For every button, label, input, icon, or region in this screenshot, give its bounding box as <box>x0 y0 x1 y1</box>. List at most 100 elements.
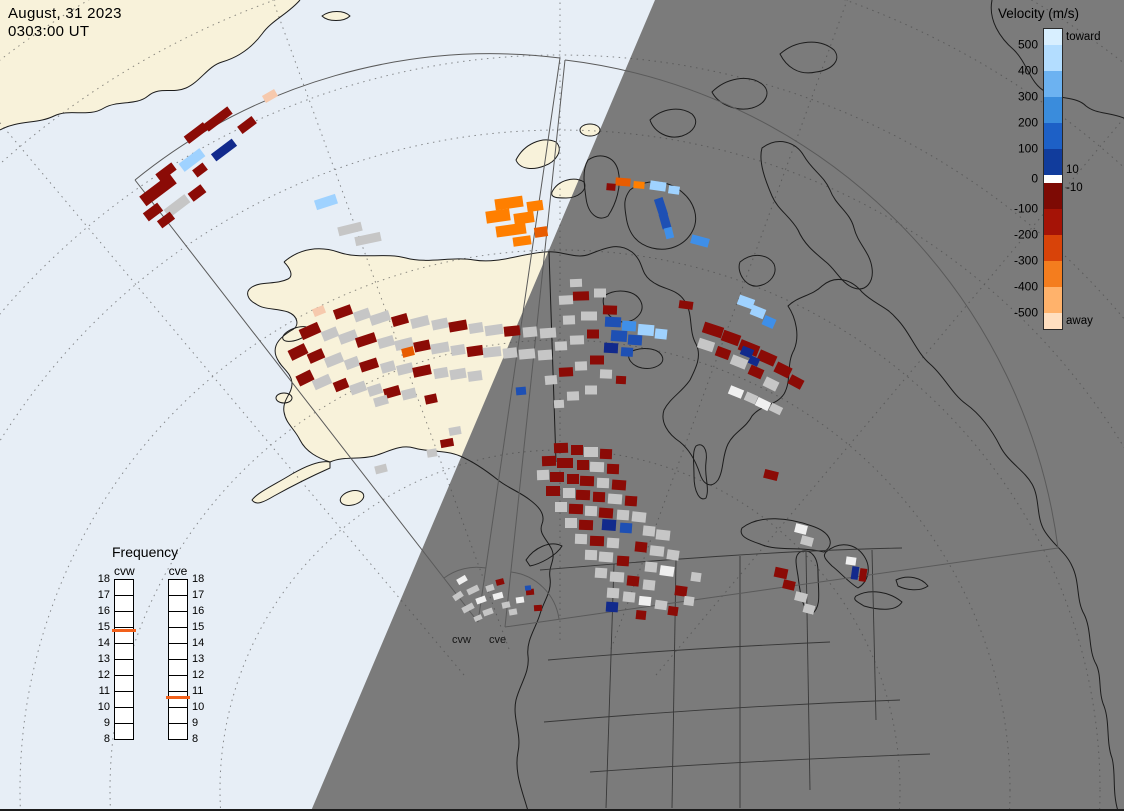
radar-echo-cell <box>515 386 527 396</box>
radar-echo-cell <box>390 312 410 328</box>
radar-echo-cell <box>311 305 327 317</box>
radar-echo-cell <box>574 361 588 371</box>
frequency-column-label: cve <box>168 564 188 578</box>
radar-echo-cell <box>448 426 462 436</box>
radar-echo-cell <box>320 326 340 342</box>
radar-echo-cell <box>649 545 665 557</box>
map-bottom-frame <box>0 809 1124 811</box>
radar-echo-cell <box>587 329 599 339</box>
radar-echo-cell <box>430 341 450 355</box>
radar-echo-cell <box>642 525 656 537</box>
time-text: 0303:00 UT <box>8 23 90 40</box>
radar-echo-cell <box>449 367 467 381</box>
radar-echo-cell <box>606 183 616 191</box>
radar-echo-cell <box>550 472 564 482</box>
radar-echo-cell <box>720 329 742 347</box>
radar-echo-cell <box>572 291 590 301</box>
radar-echo-cell <box>368 310 392 326</box>
radar-echo-cell <box>524 585 532 591</box>
frequency-box <box>114 659 134 676</box>
radar-echo-cell <box>794 523 808 535</box>
radar-echo-cell <box>584 505 598 517</box>
frequency-box <box>168 595 188 612</box>
radar-echo-cell <box>575 489 591 501</box>
velocity-colorbar-segment <box>1044 209 1062 235</box>
radar-echo-cell <box>567 474 579 484</box>
radar-echo-cell <box>448 319 468 333</box>
radar-echo-cell <box>653 197 669 217</box>
radar-echo-cell <box>598 551 614 563</box>
frequency-tick-label: 8 <box>192 733 199 745</box>
radar-echo-cell <box>163 194 191 218</box>
velocity-tick-label: -400 <box>1013 279 1038 294</box>
radar-echo-cell <box>850 566 860 580</box>
velocity-tick-label: -300 <box>1013 253 1038 268</box>
radar-echo-cell <box>654 599 668 611</box>
frequency-box <box>114 579 134 596</box>
radar-echo-cell <box>773 361 793 379</box>
zero-plus-tick: 10 <box>1066 164 1079 176</box>
frequency-legend-title: Frequency <box>112 544 179 560</box>
radar-echo-cell <box>468 321 484 335</box>
frequency-tick-label: 9 <box>103 717 110 729</box>
radar-echo-cell <box>634 541 648 553</box>
radar-echo-cell <box>761 314 777 330</box>
radar-echo-cell <box>298 321 322 341</box>
radar-site-label-cve: cve <box>489 634 507 646</box>
radar-echo-cell <box>568 503 584 515</box>
velocity-colorbar-segment <box>1044 123 1062 149</box>
radar-echo-cell <box>495 222 527 238</box>
radar-echo-cell <box>482 607 494 617</box>
radar-echo-cell <box>513 211 535 225</box>
radar-echo-cell <box>584 447 598 457</box>
frequency-box <box>168 723 188 740</box>
radar-echo-cell <box>475 595 487 605</box>
frequency-tick-label: 17 <box>97 589 110 601</box>
radar-echo-cell <box>578 519 594 531</box>
radar-echo-cell <box>604 316 622 328</box>
radar-echo-cell <box>139 173 177 207</box>
radar-echo-cell <box>155 162 177 182</box>
radar-echo-cell <box>210 138 238 162</box>
frequency-tick-label: 16 <box>192 605 205 617</box>
radar-echo-cell <box>558 295 574 305</box>
radar-echo-cell <box>142 202 164 222</box>
radar-echo-cell <box>287 343 309 361</box>
radar-echo-cell <box>426 448 438 458</box>
radar-echo-cell <box>577 460 589 470</box>
velocity-colorbar-segment <box>1044 261 1062 287</box>
radar-echo-cell <box>553 399 565 409</box>
radar-echo-cell <box>574 533 588 545</box>
radar-echo-cell <box>311 373 333 391</box>
radar-echo-cell <box>502 347 518 359</box>
radar-echo-cell <box>439 437 455 449</box>
radar-echo-cell <box>537 349 553 361</box>
radar-echo-cell <box>596 477 610 489</box>
radar-echo-cell <box>569 335 585 345</box>
radar-echo-cell <box>658 212 672 230</box>
frequency-tick-label: 10 <box>97 701 110 713</box>
frequency-tick-label: 14 <box>192 637 205 649</box>
radar-echo-cell <box>579 475 595 487</box>
radar-echo-cell <box>747 355 761 367</box>
radar-echo-cell <box>467 370 483 382</box>
frequency-tick-label: 8 <box>103 733 110 745</box>
velocity-colorbar-segment <box>1044 235 1062 261</box>
radar-echo-cell <box>485 583 495 593</box>
frequency-tick-label: 11 <box>98 685 110 697</box>
radar-echo-cell <box>619 522 633 534</box>
frequency-tick-label: 18 <box>192 573 205 585</box>
radar-echo-cell <box>563 488 575 498</box>
velocity-colorbar-segment <box>1044 175 1062 183</box>
radar-echo-cell <box>546 486 560 496</box>
zero-minus-tick: -10 <box>1066 182 1083 194</box>
arctic-island-3 <box>580 124 600 136</box>
radar-echo-cell <box>649 180 667 192</box>
frequency-box <box>168 691 188 708</box>
radar-echo-cell <box>599 448 613 460</box>
frequency-tick-label: 13 <box>192 653 205 665</box>
radar-echo-cell <box>424 393 438 405</box>
radar-echo-cell <box>667 185 681 195</box>
